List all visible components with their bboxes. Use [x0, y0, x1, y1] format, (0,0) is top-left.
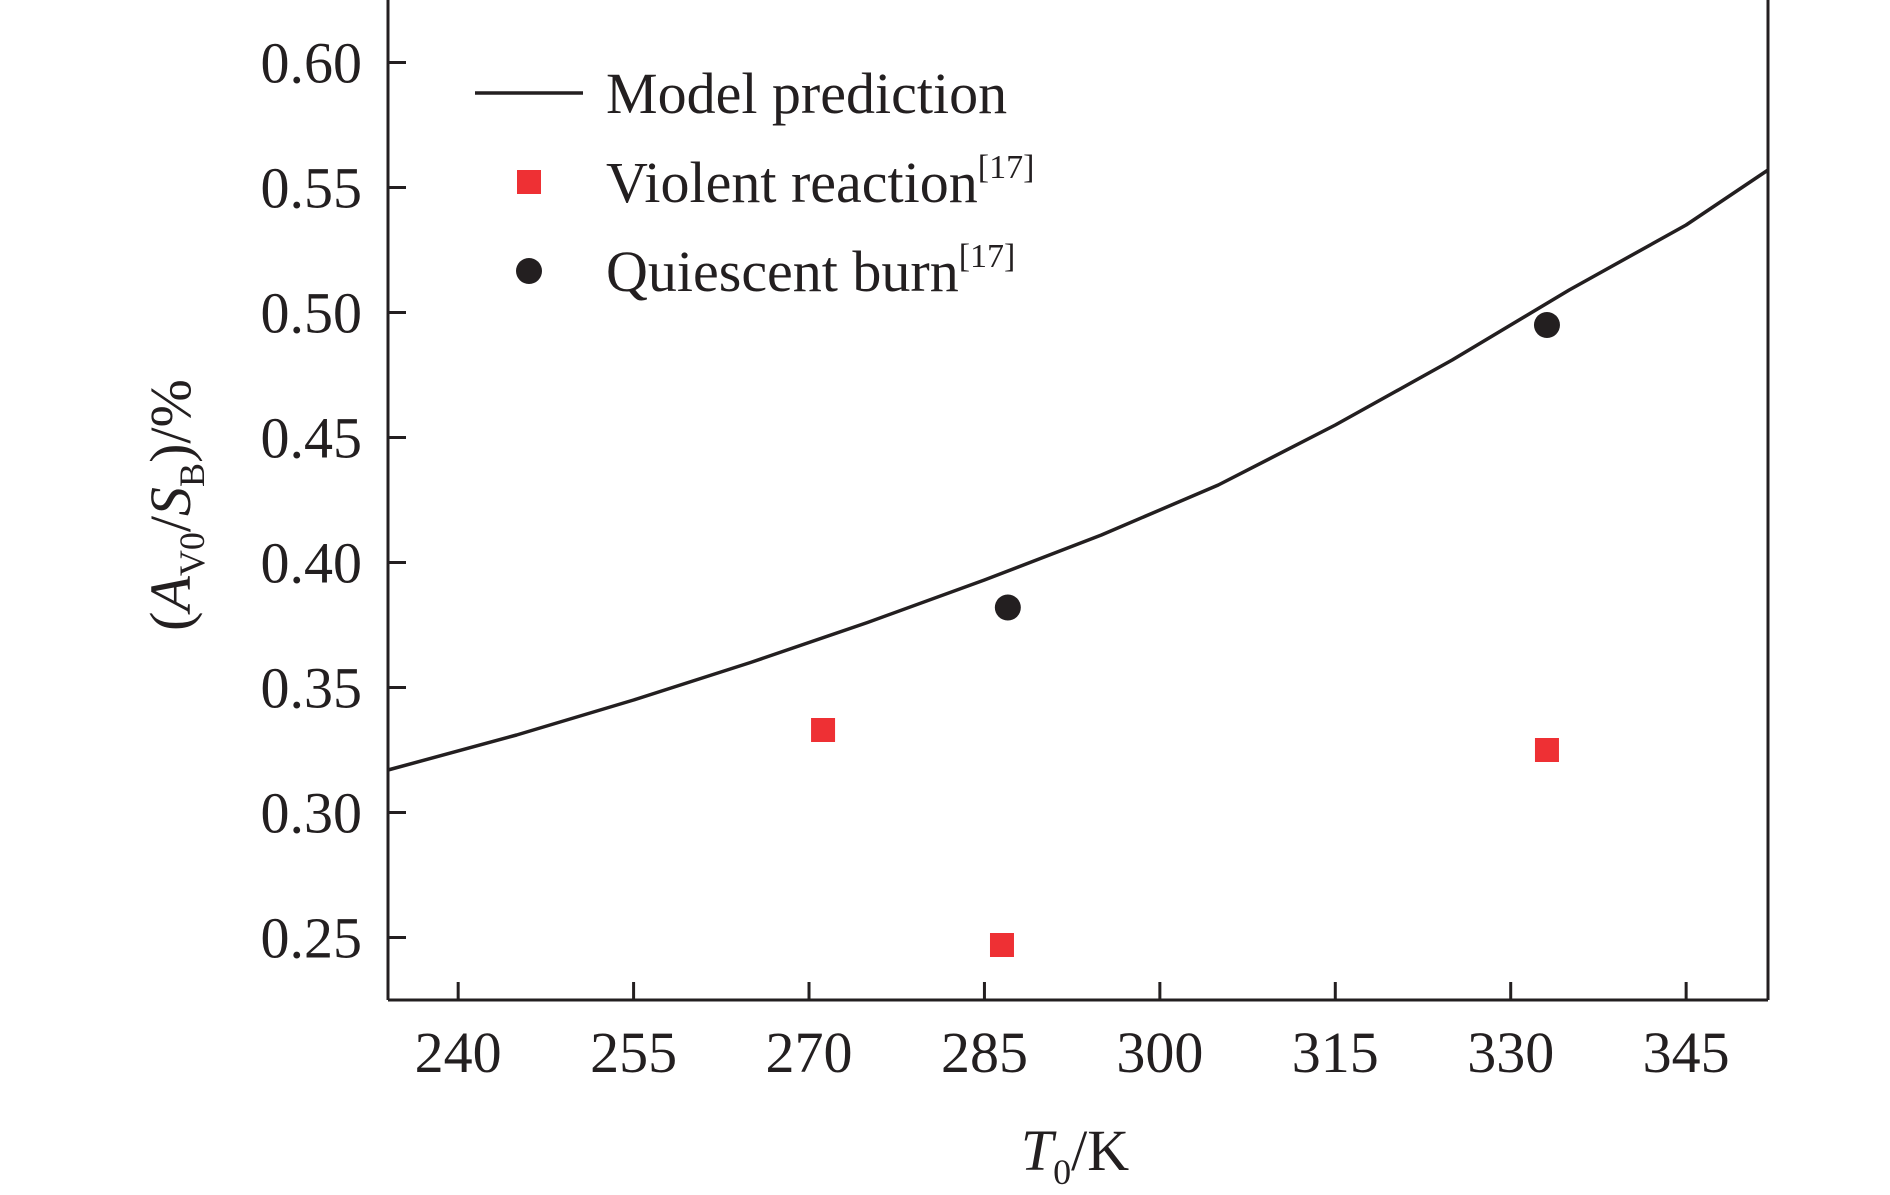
- legend-swatch-quiescent-burn: [516, 258, 542, 284]
- legend-swatch-violent-reaction: [517, 170, 541, 194]
- y-axis-title: (AV0/SB)/%: [138, 379, 212, 631]
- y-axis-title-a: A: [138, 576, 203, 616]
- x-tick-label: 285: [941, 1020, 1028, 1085]
- x-axis-title-sub: 0: [1053, 1152, 1071, 1192]
- axes: [386, 0, 1770, 1002]
- legend-label-quiescent-burn: Quiescent burn[17]: [606, 238, 1015, 304]
- y-tick-label: 0.25: [261, 906, 363, 971]
- x-tick-label: 255: [590, 1020, 677, 1085]
- legend-label-text: Quiescent burn: [606, 239, 959, 304]
- x-axis-title-suffix: /K: [1071, 1118, 1129, 1183]
- y-tick-label: 0.35: [261, 656, 363, 721]
- y-tick-label: 0.55: [261, 156, 363, 221]
- x-tick-label: 240: [415, 1020, 502, 1085]
- x-axis-title-var: T: [1021, 1118, 1057, 1183]
- ticks: 240 255 270 285 300 315 330 345 0.25 0.30 0.35 0.40…: [261, 31, 1730, 1086]
- y-tick-label: 0.60: [261, 31, 363, 96]
- point-violent-reaction: [1534, 738, 1559, 762]
- x-tick-label: 330: [1467, 1020, 1554, 1085]
- point-violent-reaction: [989, 933, 1014, 957]
- point-quiescent-burn: [994, 594, 1021, 621]
- point-quiescent-burn: [1533, 312, 1560, 338]
- x-tick-label: 270: [766, 1020, 853, 1085]
- y-tick-label: 0.30: [261, 781, 363, 846]
- x-tick-label: 315: [1292, 1020, 1379, 1085]
- series: [387, 168, 1769, 957]
- y-axis-title-s: S: [138, 487, 203, 516]
- x-axis-title: T0/K: [1021, 1118, 1129, 1192]
- legend-label-ref: [17]: [959, 238, 1016, 275]
- y-axis-title-s-sub: B: [172, 463, 212, 487]
- x-tick-label: 300: [1116, 1020, 1203, 1085]
- y-axis-title-a-sub: V0: [172, 532, 212, 576]
- y-axis-title-open: (: [138, 612, 203, 631]
- y-tick-label: 0.45: [261, 406, 363, 471]
- series-line-model-prediction: [387, 168, 1769, 772]
- y-tick-label: 0.40: [261, 531, 363, 596]
- legend-label-text: Violent reaction: [606, 150, 978, 215]
- legend-label-violent-reaction: Violent reaction[17]: [606, 149, 1034, 215]
- legend-label-text: Model prediction: [606, 61, 1007, 126]
- y-axis-title-slash: /: [138, 515, 203, 532]
- x-tick-label: 345: [1643, 1020, 1730, 1085]
- y-axis-title-close: )/%: [138, 379, 203, 463]
- y-tick-label: 0.50: [261, 281, 363, 346]
- legend-label-model-prediction: Model prediction: [606, 61, 1007, 126]
- legend-label-ref: [17]: [978, 149, 1035, 186]
- point-violent-reaction: [811, 718, 836, 742]
